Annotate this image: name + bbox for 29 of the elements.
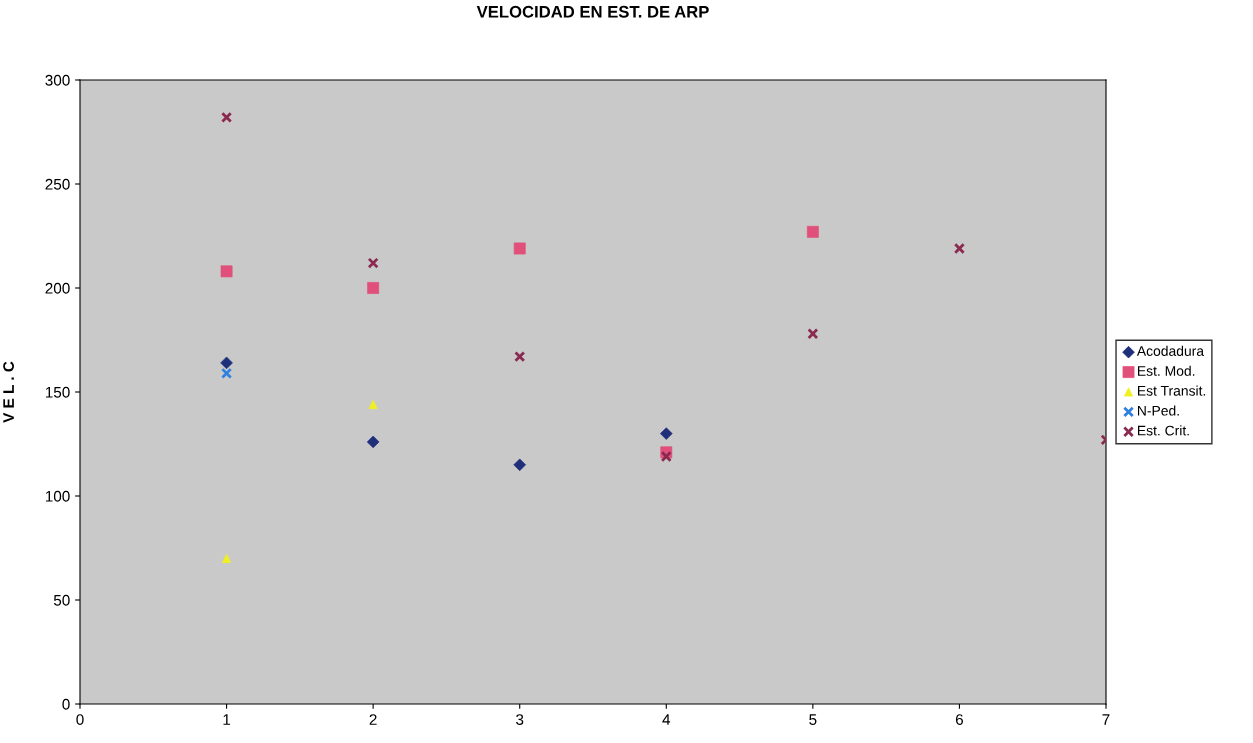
legend-label: Est. Mod. xyxy=(1138,365,1195,376)
legend-label: Acodadura xyxy=(1136,345,1205,356)
y-tick-label: 0 xyxy=(62,698,70,710)
y-axis-title: V E L . C xyxy=(3,361,14,423)
x-tick-label: 5 xyxy=(809,714,817,725)
y-tick-label: 100 xyxy=(45,490,70,502)
point xyxy=(514,351,526,363)
point xyxy=(367,257,379,269)
legend-label: Est Transit. xyxy=(1138,385,1206,396)
y-tick-label: 300 xyxy=(45,74,70,86)
point xyxy=(953,242,965,255)
x-tick-label: 4 xyxy=(662,714,671,725)
point xyxy=(660,450,672,463)
y-tick-label: 150 xyxy=(45,386,70,398)
legend-label: Est. Crit. xyxy=(1138,425,1189,436)
legend-label: N-Ped. xyxy=(1138,405,1179,416)
point xyxy=(807,328,819,340)
x-tick-label: 2 xyxy=(369,714,377,725)
point xyxy=(221,111,233,123)
y-tick-label: 250 xyxy=(45,178,70,190)
y-tick-label: 50 xyxy=(53,594,70,606)
y-tick-label: 200 xyxy=(45,282,70,294)
chart-title: VELOCIDAD EN EST. DE ARP xyxy=(476,5,709,18)
x-tick-label: 3 xyxy=(516,714,524,725)
point xyxy=(221,367,233,379)
x-tick-label: 1 xyxy=(223,714,231,725)
x-tick-label: 6 xyxy=(955,714,964,725)
x-tick-label: 7 xyxy=(1102,714,1110,725)
x-tick-label: 0 xyxy=(76,714,84,725)
